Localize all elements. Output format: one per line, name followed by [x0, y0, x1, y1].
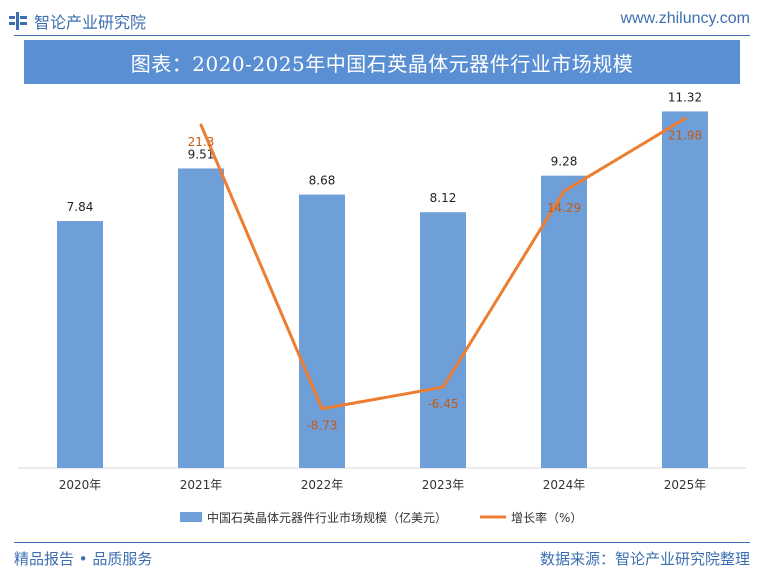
bar-4	[420, 212, 466, 468]
bar-value-label: 8.12	[430, 191, 457, 205]
legend: 中国石英晶体元器件行业市场规模（亿美元） 增长率（%）	[180, 510, 582, 525]
growth-value-label: 14.29	[547, 201, 581, 215]
growth-value-label: 21.3	[188, 135, 215, 149]
x-tick-label: 2020年	[59, 478, 102, 492]
brand-logo-icon	[9, 12, 27, 30]
x-tick-label: 2022年	[301, 478, 344, 492]
chart: 7.84 9.51 8.68 8.12 9.28 11.32 21.3 -8.73 -6.45…	[18, 90, 746, 525]
title-bar: 图表：2020-2025年中国石英晶体元器件行业市场规模	[24, 40, 740, 84]
footer-source: 数据来源：智论产业研究院整理	[539, 550, 750, 568]
bar-3	[299, 194, 345, 468]
footer-divider	[14, 542, 750, 543]
bar-1	[57, 221, 103, 468]
brand-name: 智论产业研究院	[34, 13, 147, 32]
x-tick-label: 2023年	[422, 478, 465, 492]
x-tick-label: 2024年	[543, 478, 586, 492]
growth-value-label: 21.98	[668, 129, 702, 143]
growth-rate-line	[199, 117, 687, 411]
bar-6	[662, 111, 708, 469]
brand: 智论产业研究院	[8, 9, 146, 33]
x-tick-label: 2021年	[180, 478, 223, 492]
bar-value-label: 9.51	[188, 147, 215, 161]
legend-bar-label: 中国石英晶体元器件行业市场规模（亿美元）	[207, 510, 447, 525]
website-url: www.zhiluncy.com	[620, 10, 750, 27]
growth-value-label: -8.73	[306, 419, 337, 433]
bar-value-label: 7.84	[67, 200, 94, 214]
bar-5	[541, 175, 587, 468]
legend-bar-swatch	[180, 512, 202, 522]
footer-slogan: 精品报告 • 品质服务	[14, 550, 153, 568]
legend-line-label: 增长率（%）	[511, 510, 582, 525]
bar-value-label: 11.32	[668, 90, 702, 104]
top-header: 智论产业研究院 www.zhiluncy.com	[0, 0, 764, 37]
header-divider	[14, 35, 750, 36]
bar-value-label: 9.28	[551, 155, 578, 169]
bar-value-label: 8.68	[309, 174, 336, 188]
x-tick-label: 2025年	[664, 478, 707, 492]
growth-value-label: -6.45	[427, 397, 458, 411]
chart-title: 图表：2020-2025年中国石英晶体元器件行业市场规模	[130, 51, 634, 76]
bar-2	[178, 168, 224, 468]
